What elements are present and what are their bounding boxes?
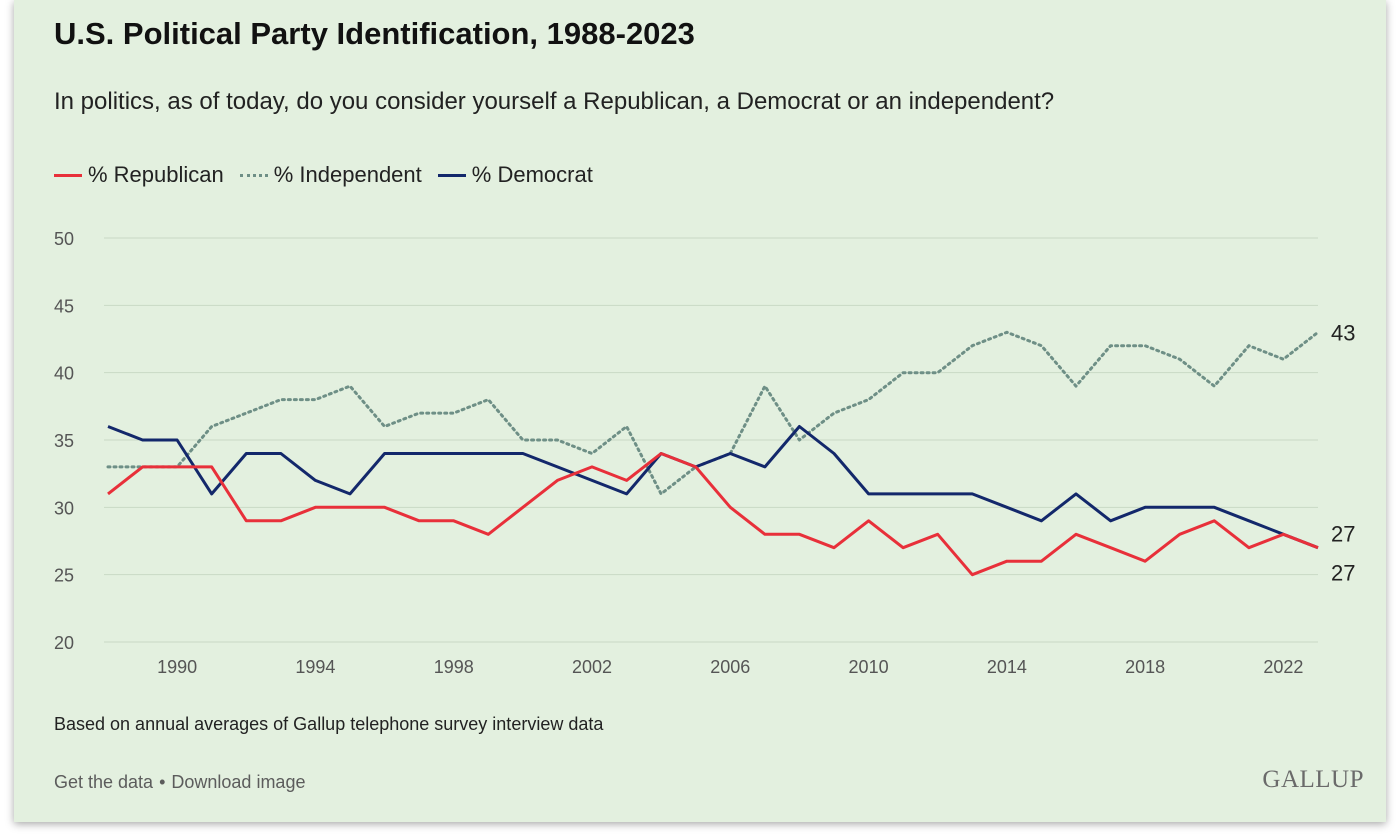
link-separator: • <box>159 772 166 792</box>
footnote: Based on annual averages of Gallup telep… <box>54 714 604 734</box>
end-label-independent: 43 <box>1331 320 1355 345</box>
line-chart: 20 25 30 35 40 45 50 1990 1994 1998 2002 2006 2010 20… <box>54 229 1355 677</box>
y-tick-label-20: 20 <box>54 633 74 653</box>
legend-swatch-independent <box>239 173 268 177</box>
x-tick-label-1998: 1998 <box>434 657 474 677</box>
legend: % Republican % Independent % Democrat <box>54 160 609 190</box>
x-tick-label-2014: 2014 <box>987 657 1027 677</box>
footer-links: Get the data • Download image <box>54 772 305 793</box>
series-line-democrat <box>107 425 1319 550</box>
end-label-democrat: 27 <box>1331 522 1355 547</box>
y-tick-label-25: 25 <box>54 566 74 586</box>
y-tick-label-45: 45 <box>54 296 74 316</box>
end-label-republican: 27 <box>1331 561 1355 586</box>
series-line-independent <box>106 330 1320 496</box>
legend-item-democrat: % Democrat <box>437 162 593 188</box>
legend-label-republican: % Republican <box>88 162 224 187</box>
y-tick-label-35: 35 <box>54 431 74 451</box>
series-line-republican <box>107 452 1319 577</box>
x-tick-label-2022: 2022 <box>1263 657 1303 677</box>
legend-item-independent: % Independent <box>239 162 422 188</box>
legend-label-democrat: % Democrat <box>471 162 593 187</box>
x-tick-label-1990: 1990 <box>157 657 197 677</box>
y-tick-label-50: 50 <box>54 229 74 249</box>
gallup-logo: GALLUP <box>1262 766 1364 793</box>
legend-label-independent: % Independent <box>273 162 422 187</box>
x-tick-label-2006: 2006 <box>710 657 750 677</box>
y-tick-label-40: 40 <box>54 364 74 384</box>
chart-subtitle: In politics, as of today, do you conside… <box>54 88 1055 115</box>
download-image-link[interactable]: Download image <box>171 772 306 792</box>
x-tick-label-2010: 2010 <box>849 657 889 677</box>
x-tick-label-1994: 1994 <box>295 657 335 677</box>
legend-swatch-democrat <box>437 173 466 177</box>
x-tick-label-2018: 2018 <box>1125 657 1165 677</box>
x-tick-label-2002: 2002 <box>572 657 612 677</box>
y-tick-label-30: 30 <box>54 498 74 518</box>
get-data-link[interactable]: Get the data <box>54 772 154 792</box>
legend-item-republican: % Republican <box>54 162 224 188</box>
legend-swatch-republican <box>54 173 82 177</box>
chart-card: U.S. Political Party Identification, 198… <box>14 0 1386 822</box>
chart-title: U.S. Political Party Identification, 198… <box>54 16 695 51</box>
